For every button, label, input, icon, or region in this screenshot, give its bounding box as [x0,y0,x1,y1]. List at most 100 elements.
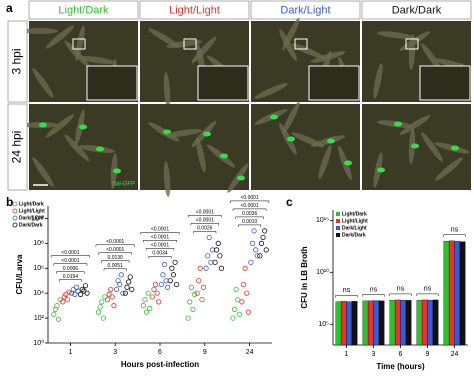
legend-swatch [336,226,340,230]
p-value: 0.0034 [152,251,168,257]
data-point [97,304,103,310]
p-value: 0.0130 [108,255,124,261]
bar [448,240,455,346]
x-tick-label: 6 [399,351,403,358]
row-label: 24 hpi [10,131,24,164]
row-label-box [7,20,28,103]
column-header-box [361,0,472,20]
larva [191,36,217,64]
x-tick-label: 9 [203,349,207,356]
data-point [152,281,159,288]
significance-bracket [98,252,133,255]
data-point [111,303,117,309]
data-point [84,290,90,296]
data-point [170,272,177,278]
larva [45,114,75,138]
y-axis-title: CFU/Larva [15,254,24,295]
gfp-signal [287,136,295,142]
larva [421,43,443,73]
p-value: 0.0006 [63,266,79,272]
data-point [117,281,123,288]
gfp-signal [203,131,211,137]
larva [282,17,300,51]
larva [377,31,413,39]
data-point [158,281,164,288]
data-point [200,284,207,290]
data-point [263,247,269,253]
data-point [99,299,105,305]
legend-label: Light/Light [342,218,368,224]
data-point [235,297,241,303]
larva [291,43,325,59]
data-point [78,291,84,297]
significance-bracket [235,216,264,219]
significance-bracket [238,224,262,227]
larva [318,144,332,180]
larva [163,72,171,108]
data-point [251,228,257,234]
data-point [212,259,218,265]
data-point [113,286,120,293]
significance-bracket [58,279,82,282]
p-value: 0.0010 [242,219,258,225]
row-label: 3 hpi [10,48,24,74]
data-point [145,290,151,296]
data-point [218,265,225,271]
marker-label: Sal-GFP [112,182,135,188]
significance-bracket [362,294,385,297]
legend-label: Light/Dark [19,201,44,207]
larva [75,25,85,61]
data-point [249,240,256,246]
p-value: <0.0001 [151,243,169,249]
data-point [122,290,129,296]
inset [86,65,138,101]
significance-bracket [232,208,267,211]
data-point [254,253,260,259]
ns-label: ns [397,286,405,293]
data-point [124,284,130,290]
significance-bracket [148,256,172,259]
data-point [194,290,200,296]
column-header: Dark/Dark [392,4,442,16]
data-point [199,297,205,303]
column-header: Dark/Light [280,4,330,16]
x-axis-title: Hours post-infection [121,360,199,369]
micrograph [140,104,249,190]
zoom-box [183,38,197,50]
y-tick-label: 10⁶ [33,265,44,272]
legend-marker [12,215,18,221]
data-point [106,291,112,297]
data-point [169,265,175,271]
data-point [161,261,168,268]
data-point [129,286,135,293]
significance-bracket [335,295,358,298]
data-point [70,286,76,293]
column-header-box [28,0,139,20]
legend-label: Dark/Light [342,225,367,231]
legend-label: Light/Dark [342,211,367,217]
data-point [95,309,102,315]
larva [148,28,180,48]
data-point [214,247,220,253]
bar [400,299,407,346]
larva [399,31,431,51]
zoom-box [72,38,86,50]
legend-swatch [336,233,340,237]
larva [163,161,171,197]
legend-label: Dark/Dark [342,232,366,238]
data-point [258,240,265,246]
p-value: <0.0001 [240,195,258,201]
inset [197,65,249,101]
y-tick-label: 10⁰ [33,339,44,347]
larva [45,25,75,49]
gfp-signal [411,143,419,149]
data-point [172,259,178,265]
data-point [147,305,153,311]
data-point [230,315,236,321]
bar [459,241,466,346]
data-point [191,291,198,297]
x-tick-label: 1 [345,351,349,358]
larva [310,51,346,63]
gfp-signal [327,138,335,144]
bar [378,300,385,346]
